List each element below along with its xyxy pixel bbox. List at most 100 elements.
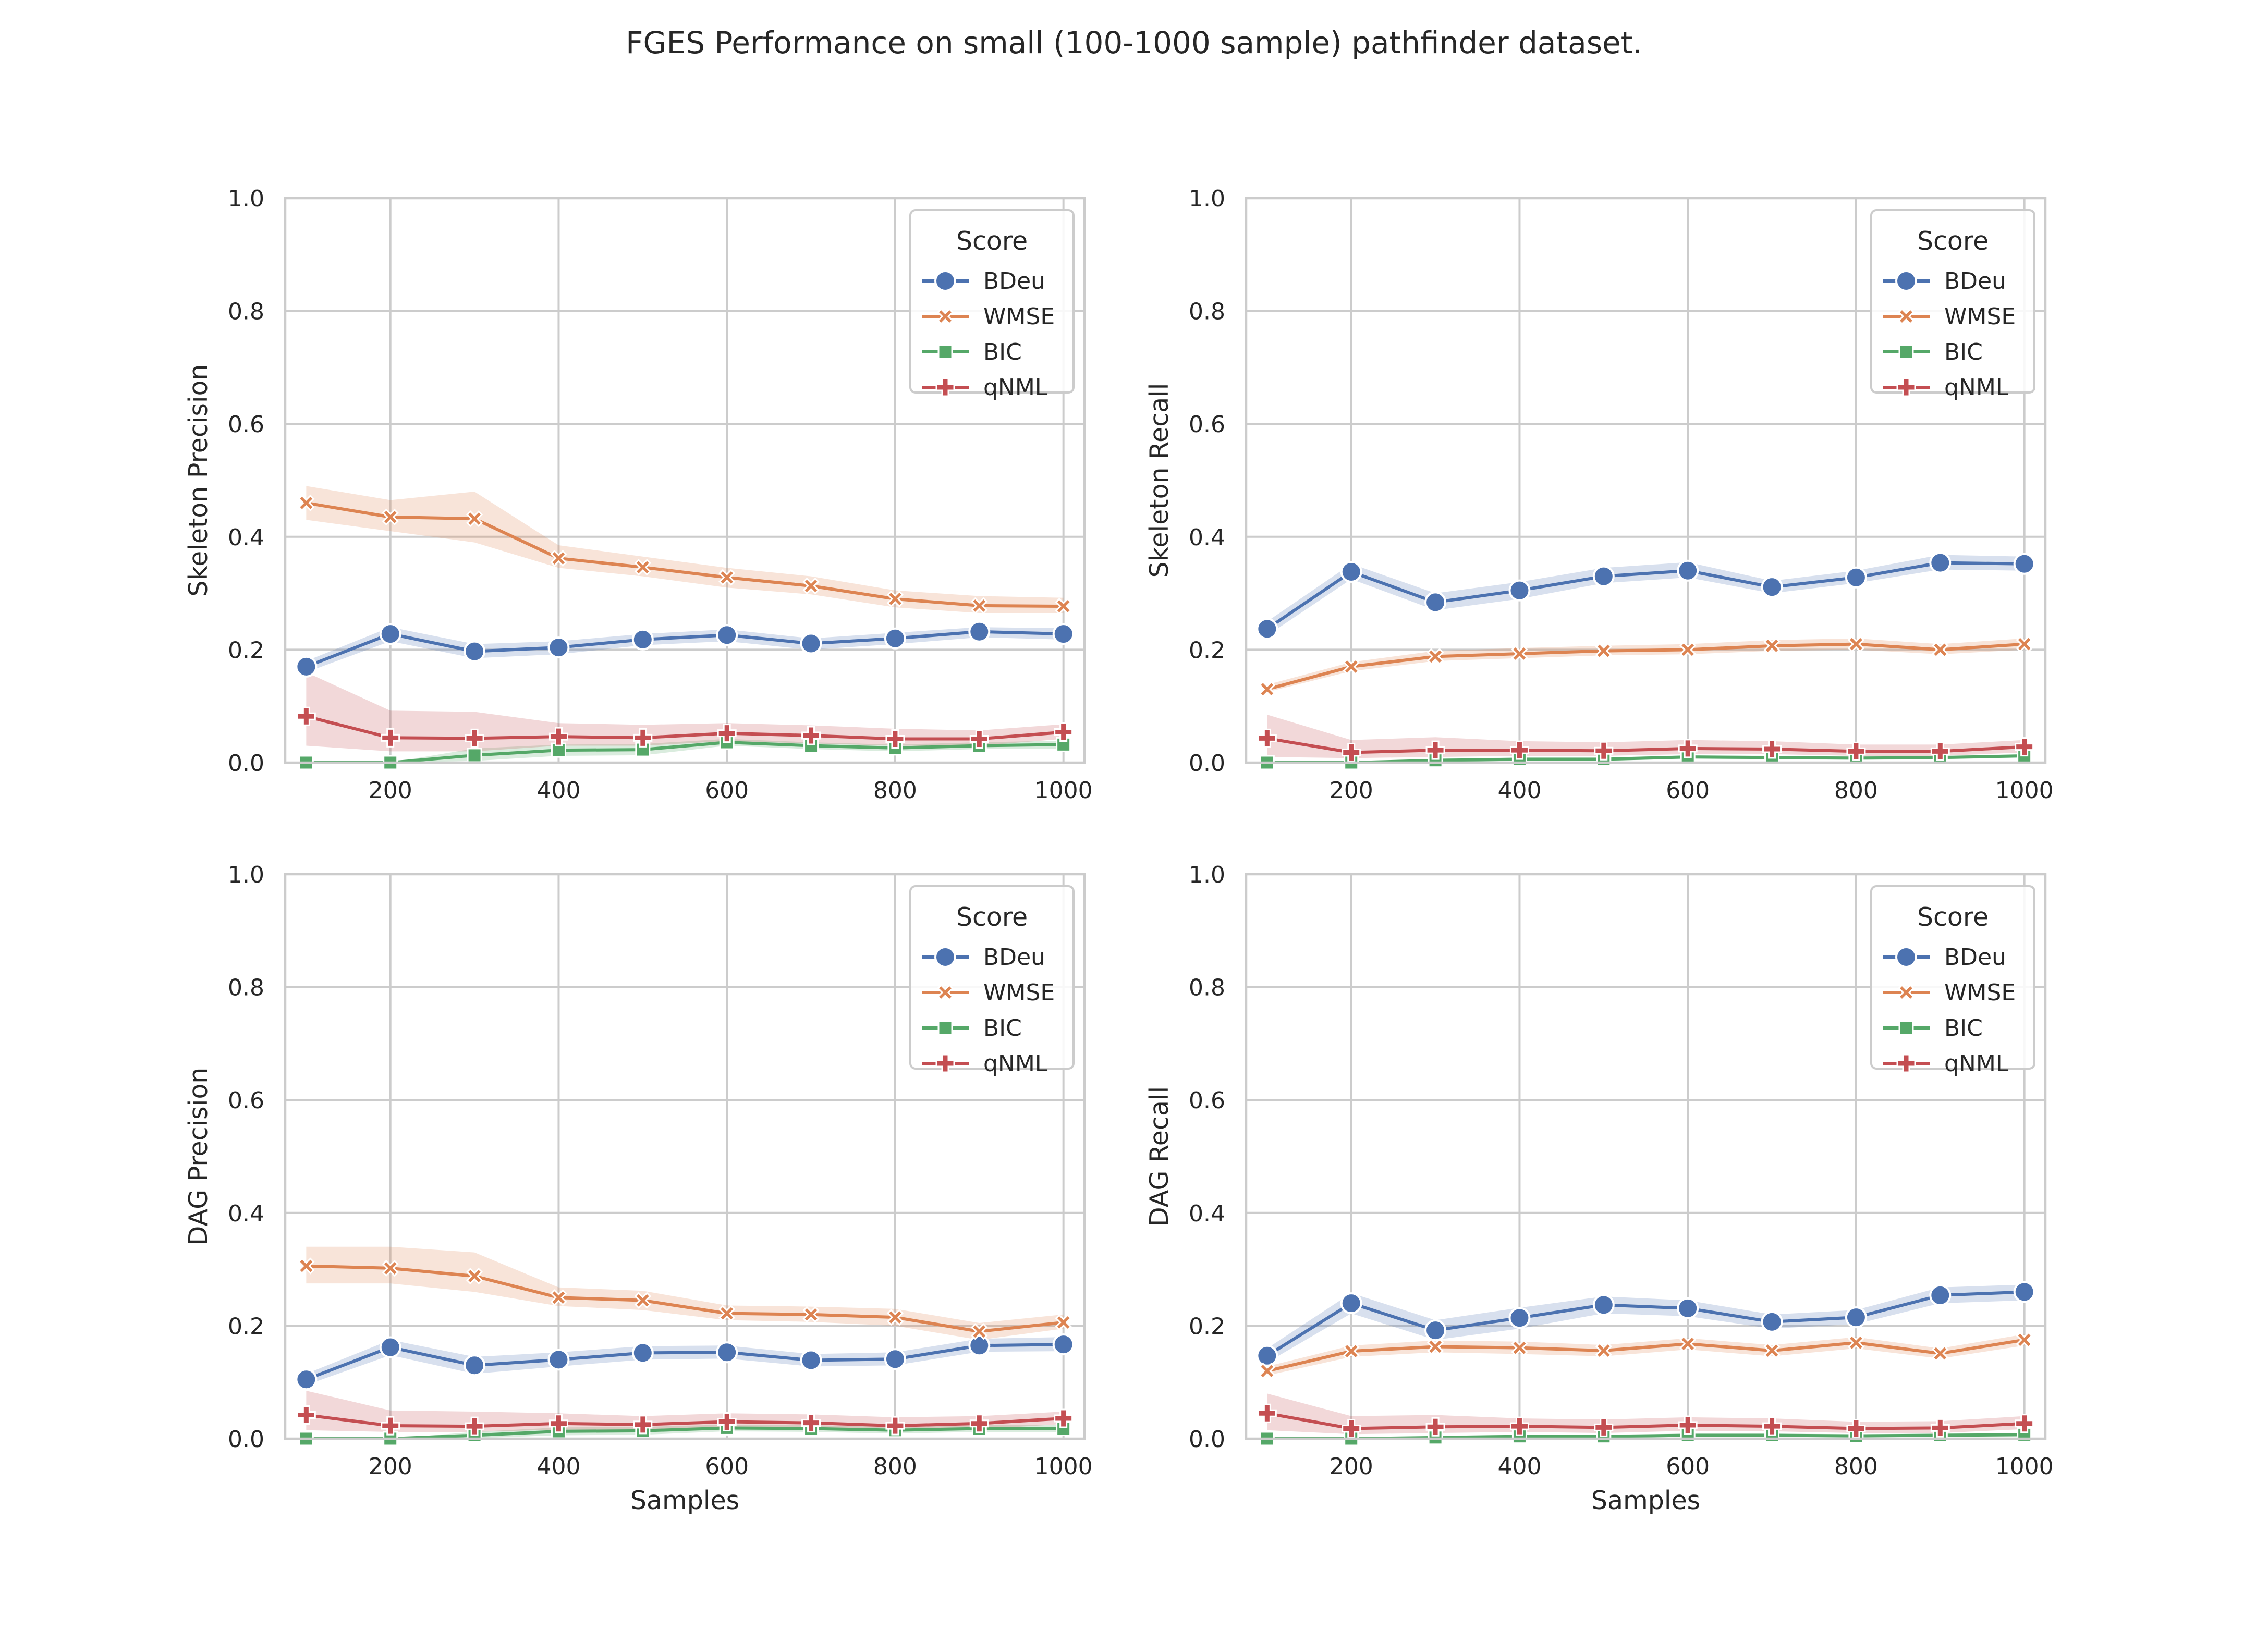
point-wmse [718, 1305, 736, 1322]
y-tick-label: 0.0 [228, 750, 264, 777]
legend-title: Score [956, 226, 1028, 256]
point-bdeu [547, 1349, 570, 1371]
point-bdeu [1677, 559, 1699, 582]
x-tick-label: 600 [705, 777, 749, 804]
x-tick-label: 600 [705, 1453, 749, 1480]
legend-marker-wmse [936, 984, 954, 1001]
point-bdeu [1761, 576, 1783, 598]
point-wmse [382, 508, 399, 526]
point-wmse [1763, 1342, 1781, 1359]
legend-label-wmse: WMSE [983, 979, 1055, 1006]
point-bdeu [1592, 565, 1615, 587]
legend-marker-bdeu [934, 270, 956, 292]
series-line-wmse [1266, 642, 2025, 691]
point-qnml [1257, 728, 1277, 748]
ci-band-qnml [1267, 1393, 2025, 1435]
ci-band-bdeu [1267, 555, 2025, 636]
point-wmse [382, 1259, 399, 1277]
x-tick-label: 200 [369, 777, 412, 804]
point-qnml [1594, 1417, 1614, 1437]
x-axis-label: Samples [1591, 1486, 1700, 1515]
series-line-wmse [306, 501, 1064, 608]
point-bdeu [884, 627, 906, 650]
legend-marker-bic [937, 344, 953, 360]
legend-marker-qnml [1896, 1053, 1916, 1073]
point-wmse [2016, 635, 2033, 653]
point-bdeu [1052, 1333, 1075, 1356]
point-bdeu [1340, 560, 1362, 583]
axes-frame [1245, 197, 2047, 764]
point-wmse [802, 577, 820, 595]
point-bic [467, 748, 482, 763]
point-bdeu [1424, 591, 1447, 614]
point-qnml [1425, 740, 1445, 760]
legend-label-bic: BIC [1944, 1015, 1983, 1041]
point-bdeu [631, 628, 654, 651]
point-qnml [548, 1414, 568, 1433]
legend-label-bdeu: BDeu [1944, 944, 2006, 971]
y-tick-label: 0.8 [1189, 299, 1225, 325]
point-wmse [1679, 641, 1697, 658]
point-wmse [298, 494, 315, 511]
point-qnml [1594, 741, 1614, 761]
point-qnml [2015, 1414, 2034, 1433]
subplot-dag-precision: 200 400 600 800 1000 0.0 0.2 0.4 0.6 0.8 1.0 DAG Pr… [184, 862, 1093, 1515]
point-qnml [1257, 1403, 1277, 1423]
point-bdeu [1256, 618, 1278, 640]
legend-title: Score [1917, 902, 1989, 932]
legend-marker-bdeu [934, 946, 956, 968]
legend-label-wmse: WMSE [1944, 303, 2016, 330]
point-qnml [717, 724, 737, 743]
point-qnml [633, 728, 653, 748]
point-qnml [1054, 1408, 1074, 1428]
point-wmse [886, 1309, 904, 1326]
legend-marker-bdeu [1895, 946, 1917, 968]
y-tick-label: 0.0 [1189, 1426, 1225, 1453]
point-qnml [1342, 743, 1361, 763]
point-wmse [1847, 635, 1865, 653]
point-wmse [1595, 642, 1612, 659]
point-qnml [381, 1416, 400, 1436]
point-wmse [1259, 1362, 1276, 1380]
point-bdeu [547, 636, 570, 659]
ci-band-qnml [1267, 714, 2025, 758]
legend-label-bdeu: BDeu [983, 268, 1045, 295]
point-qnml [1678, 739, 1698, 758]
x-tick-label: 400 [1497, 1453, 1541, 1480]
point-bdeu [1340, 1292, 1362, 1315]
point-bdeu [800, 1349, 822, 1371]
series-line-bdeu [306, 630, 1064, 668]
point-bdeu [716, 624, 738, 646]
y-axis-label: Skeleton Precision [184, 364, 213, 596]
point-wmse [550, 1289, 567, 1306]
point-qnml [548, 727, 568, 746]
point-wmse [971, 1323, 988, 1340]
point-bdeu [379, 1336, 401, 1358]
series-line-bdeu [1266, 1290, 2025, 1357]
point-qnml [969, 729, 989, 749]
y-axis-label: DAG Recall [1144, 1086, 1174, 1227]
point-bdeu [800, 632, 822, 655]
subplot-grid: 200 400 600 800 1000 0.0 0.2 0.4 0.6 0.8 1.0 Skelet… [184, 186, 2054, 1515]
ci-band-qnml [306, 672, 1064, 752]
point-wmse [634, 1292, 651, 1309]
plot-area [1266, 555, 2025, 763]
point-wmse [1847, 1334, 1865, 1352]
figure-title: FGES Performance on small (100-1000 samp… [626, 25, 1642, 60]
x-tick-label: 400 [536, 777, 580, 804]
series-line-bdeu [1266, 561, 2025, 630]
point-wmse [718, 569, 736, 586]
plot-area [1266, 1284, 2025, 1439]
plot-area [306, 1246, 1064, 1439]
point-qnml [1425, 1417, 1445, 1437]
point-bdeu [968, 620, 991, 643]
point-qnml [296, 706, 316, 726]
point-qnml [633, 1415, 653, 1435]
point-qnml [465, 1416, 484, 1436]
point-bdeu [1592, 1294, 1615, 1316]
legend-label-qnml: qNML [983, 374, 1048, 401]
point-bdeu [1508, 579, 1531, 602]
legend-label-bic: BIC [1944, 339, 1983, 365]
y-tick-label: 0.8 [1189, 975, 1225, 1001]
y-tick-label: 0.8 [228, 975, 264, 1001]
